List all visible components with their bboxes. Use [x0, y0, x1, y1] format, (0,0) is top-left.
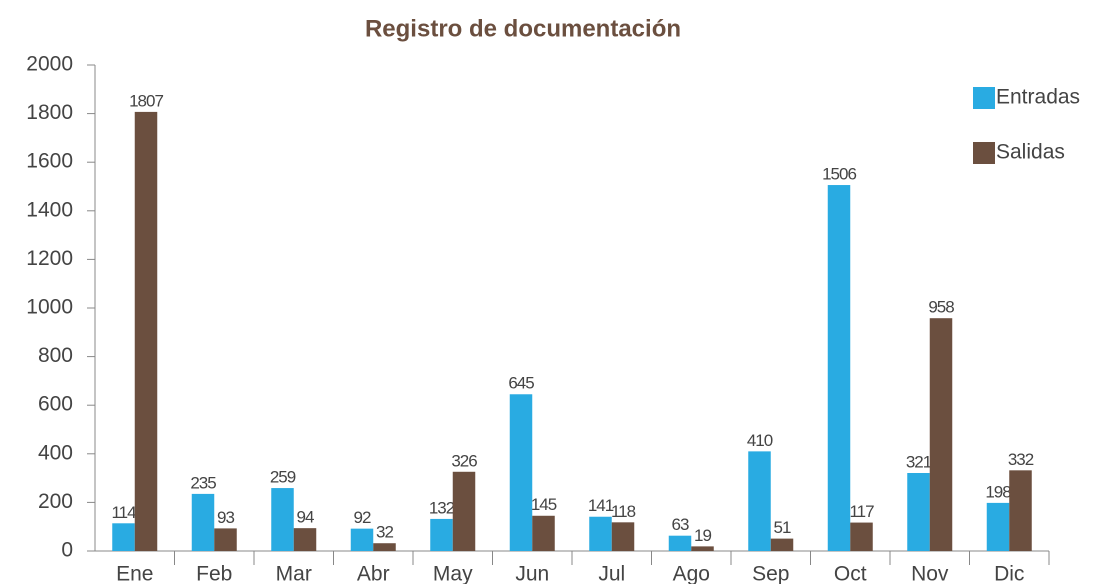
x-tick-label: May: [433, 563, 473, 584]
bar: [748, 451, 771, 551]
bar: [827, 185, 851, 552]
bar: [986, 502, 1010, 551]
value-label: 958: [928, 298, 954, 317]
bar: [509, 394, 533, 551]
y-tick-label: 800: [38, 344, 73, 367]
bar: [589, 516, 612, 551]
bar: [532, 515, 555, 551]
bar: [112, 523, 135, 551]
value-label: 326: [451, 451, 477, 470]
y-tick-label: 200: [38, 490, 73, 513]
value-label: 645: [508, 374, 534, 393]
x-tick-label: Oct: [834, 563, 867, 584]
value-label: 235: [190, 473, 216, 492]
value-label: 259: [270, 468, 296, 487]
value-label: 132: [429, 498, 455, 517]
value-label: 141: [588, 496, 614, 515]
value-label: 321: [906, 452, 932, 471]
value-label: 145: [531, 495, 557, 514]
y-tick-label: 400: [38, 441, 73, 464]
value-label: 332: [1008, 450, 1034, 469]
x-tick-label: Jun: [515, 563, 549, 584]
bar: [134, 111, 158, 552]
x-tick-label: Feb: [196, 563, 232, 584]
x-tick-label: Ene: [116, 563, 153, 584]
chart-title: Registro de documentación: [365, 15, 681, 42]
bar: [452, 471, 476, 551]
y-tick-label: 0: [61, 539, 73, 562]
x-tick-label: Jul: [598, 563, 625, 584]
bar: [1009, 470, 1032, 551]
bar: [271, 488, 294, 551]
x-tick-label: Nov: [911, 563, 949, 584]
value-label: 1807: [129, 91, 163, 110]
value-label: 63: [672, 515, 689, 534]
x-tick-label: Mar: [276, 563, 312, 584]
x-tick-label: Sep: [752, 563, 789, 584]
bar: [191, 493, 215, 551]
bar: [430, 518, 453, 551]
value-label: 114: [111, 503, 136, 522]
value-label: 32: [376, 523, 393, 542]
value-label: 118: [611, 502, 636, 521]
y-tick-label: 1400: [26, 198, 73, 221]
y-tick-label: 1200: [26, 247, 73, 270]
bar: [691, 546, 714, 551]
bar: [850, 522, 873, 551]
bar: [668, 535, 692, 551]
bar: [373, 543, 396, 551]
value-label: 19: [694, 526, 711, 545]
bar: [350, 528, 374, 551]
value-label: 410: [747, 431, 773, 450]
value-label: 92: [354, 508, 371, 527]
x-tick-label: Dic: [994, 563, 1024, 584]
y-tick-label: 2000: [26, 53, 73, 76]
y-tick-label: 1600: [26, 150, 73, 173]
value-label: 117: [849, 502, 874, 521]
value-label: 93: [217, 508, 234, 527]
x-tick-label: Ago: [673, 563, 710, 584]
value-label: 94: [297, 508, 314, 527]
x-tick-label: Abr: [357, 563, 390, 584]
legend-label: Salidas: [996, 141, 1065, 164]
legend-swatch: [973, 142, 995, 164]
value-label: 1506: [822, 165, 856, 184]
legend-swatch: [973, 87, 995, 109]
bar: [907, 472, 930, 551]
bar: [929, 318, 953, 551]
bar: [293, 528, 317, 551]
y-tick-label: 600: [38, 393, 73, 416]
value-label: 198: [985, 482, 1011, 501]
bar: [770, 538, 794, 551]
bar: [611, 522, 635, 551]
y-tick-label: 1800: [26, 101, 73, 124]
value-label: 51: [774, 518, 791, 537]
bar: [214, 528, 237, 551]
legend-label: Entradas: [996, 86, 1080, 109]
y-tick-label: 1000: [26, 296, 73, 319]
